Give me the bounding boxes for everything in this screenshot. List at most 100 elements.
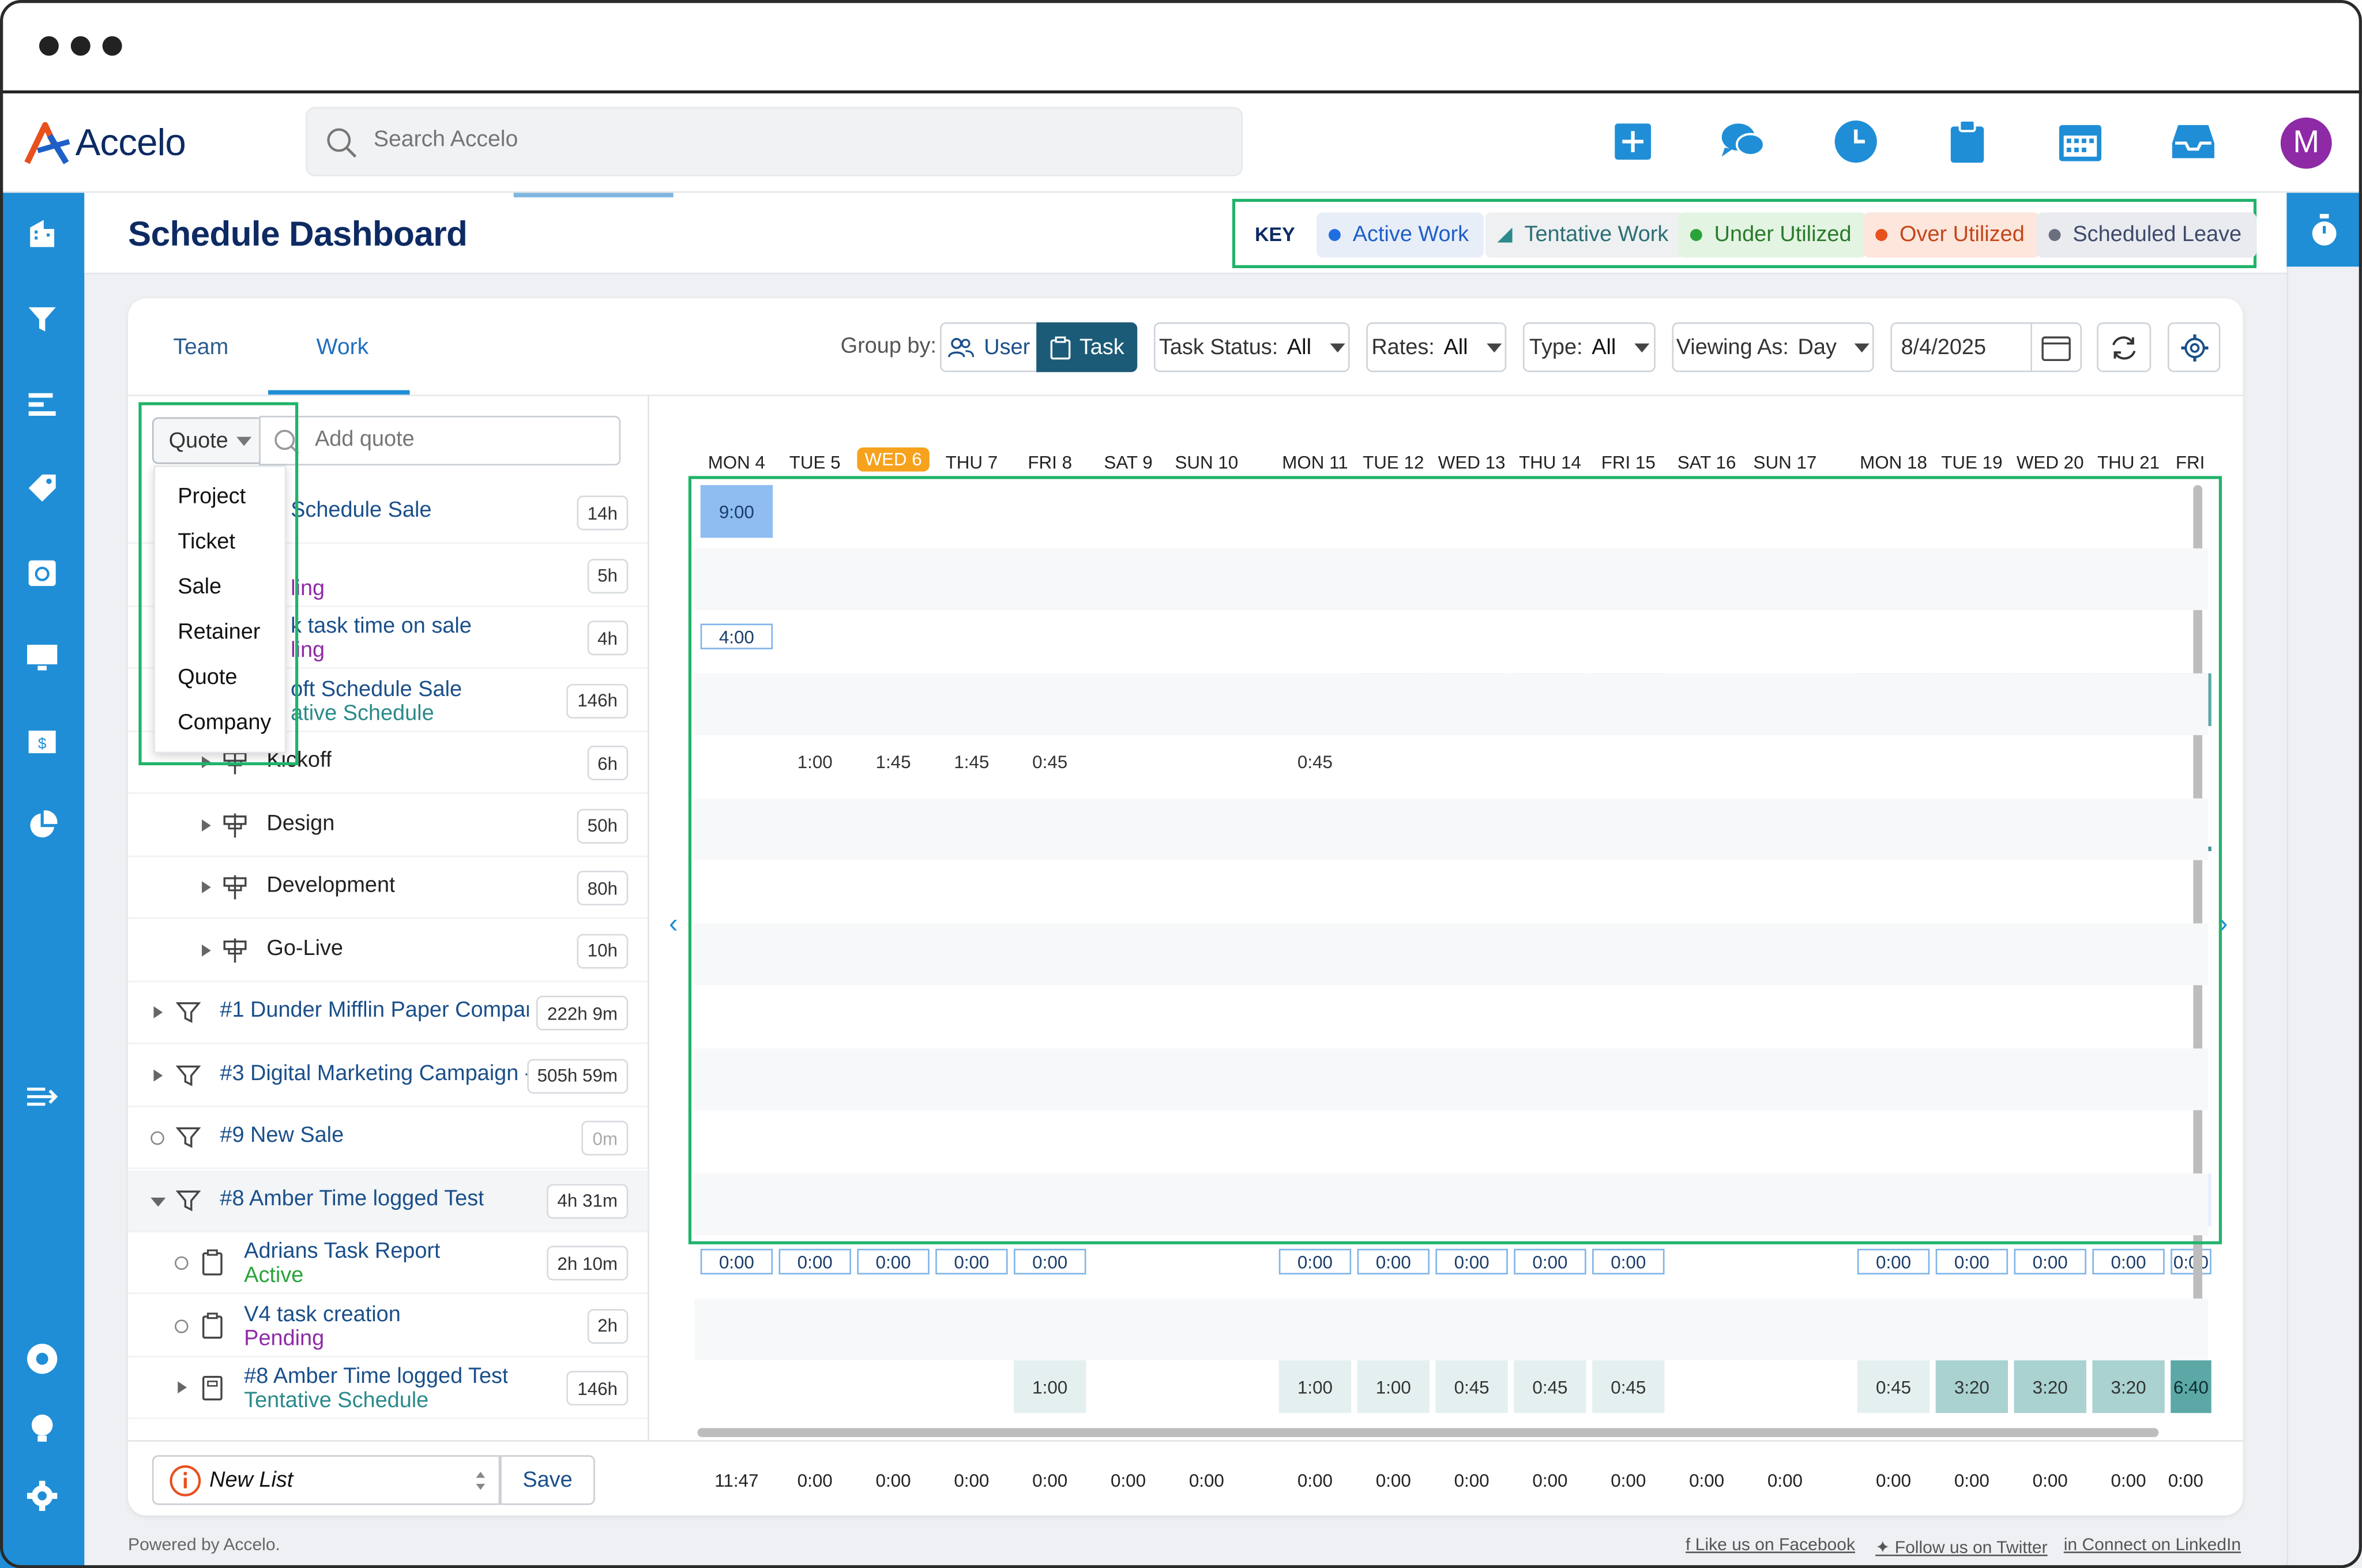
tab-work[interactable]: Work: [316, 334, 369, 360]
refresh-button[interactable]: [2097, 322, 2152, 373]
expand-arrow-icon[interactable]: [153, 1069, 163, 1081]
schedule-cell[interactable]: 1:00: [1357, 1360, 1430, 1413]
list-item[interactable]: Design 50h: [128, 795, 648, 857]
list-item[interactable]: Development 80h: [128, 857, 648, 919]
schedule-cell[interactable]: 0:00: [1014, 1249, 1086, 1274]
save-button[interactable]: Save: [500, 1455, 595, 1505]
list-item[interactable]: k task time on sale ling 4h: [128, 607, 648, 669]
clipboard-icon[interactable]: [1943, 118, 1992, 166]
schedule-cell[interactable]: 0:00: [1435, 1249, 1508, 1274]
schedule-cell[interactable]: 3:20: [1935, 1360, 2009, 1413]
dropdown-option-sale[interactable]: Sale: [178, 575, 222, 600]
schedule-cell[interactable]: 0:00: [1278, 1249, 1352, 1274]
twitter-link[interactable]: ✦ Follow us on Twitter: [1875, 1536, 2047, 1558]
funnel-icon[interactable]: [24, 301, 61, 337]
building-icon[interactable]: [24, 214, 61, 250]
expand-arrow-icon[interactable]: [153, 1006, 163, 1018]
list-item[interactable]: #3 Digital Marketing Campaign - ... 505h …: [128, 1045, 648, 1107]
list-item[interactable]: #8 Amber Time logged Test Tentative Sched…: [128, 1358, 648, 1419]
add-icon[interactable]: [1609, 118, 1657, 166]
schedule-cell[interactable]: 0:00: [1857, 1249, 1930, 1274]
list-select[interactable]: New List: [152, 1455, 501, 1505]
list-item[interactable]: Go-Live 10h: [128, 920, 648, 982]
schedule-cell[interactable]: 1:00: [797, 751, 833, 772]
accelo-logo[interactable]: Accelo: [24, 118, 186, 169]
tag-icon[interactable]: [24, 470, 61, 506]
schedule-cell[interactable]: 0:00: [1357, 1249, 1430, 1274]
dropdown-option-retainer[interactable]: Retainer: [178, 621, 261, 645]
schedule-cell[interactable]: 4:00: [700, 623, 773, 649]
schedule-cell[interactable]: 1:45: [875, 751, 911, 772]
search-input[interactable]: [373, 126, 1217, 152]
facebook-link[interactable]: f Like us on Facebook: [1686, 1536, 1855, 1554]
schedule-cell[interactable]: 6:40: [2171, 1360, 2211, 1413]
window-dot[interactable]: [70, 36, 91, 56]
window-dot[interactable]: [102, 36, 122, 56]
schedule-cell[interactable]: 1:00: [1278, 1360, 1352, 1413]
dropdown-option-company[interactable]: Company: [178, 710, 272, 735]
schedule-cell[interactable]: 0:00: [935, 1249, 1008, 1274]
calendar-icon[interactable]: [2056, 118, 2105, 166]
schedule-cell[interactable]: 0:00: [2171, 1249, 2211, 1274]
schedule-cell[interactable]: 0:45: [1435, 1360, 1508, 1413]
inbox-icon[interactable]: [2169, 118, 2218, 166]
window-dot[interactable]: [39, 36, 59, 56]
linkedin-link[interactable]: in Connect on LinkedIn: [2064, 1536, 2241, 1554]
schedule-cell[interactable]: 0:00: [1514, 1249, 1586, 1274]
add-quote-field[interactable]: [259, 415, 621, 466]
schedule-cell[interactable]: 0:45: [1592, 1360, 1665, 1413]
schedule-cell[interactable]: 0:00: [857, 1249, 930, 1274]
list-item[interactable]: ling 5h: [128, 544, 648, 607]
billing-icon[interactable]: $: [24, 723, 61, 759]
tab-team[interactable]: Team: [173, 334, 229, 360]
list-item[interactable]: #8 Amber Time logged Test 4h 31m: [128, 1170, 648, 1232]
record-type-select[interactable]: Quote: [152, 417, 261, 464]
list-item[interactable]: V4 task creation Pending 2h: [128, 1295, 648, 1357]
list-item[interactable]: Adrians Task Report Active 2h 10m: [128, 1232, 648, 1294]
global-search[interactable]: [306, 107, 1243, 176]
help-icon[interactable]: [24, 1341, 61, 1377]
list-item[interactable]: #1 Dunder Mifflin Paper Company ... 222h …: [128, 982, 648, 1044]
dropdown-option-ticket[interactable]: Ticket: [178, 530, 235, 555]
expand-arrow-icon[interactable]: [202, 818, 211, 831]
expand-arrow-icon[interactable]: [202, 881, 211, 894]
schedule-cell[interactable]: 1:00: [1014, 1360, 1086, 1413]
schedule-cell[interactable]: 9:00: [700, 485, 773, 538]
schedule-cell[interactable]: 0:00: [778, 1249, 851, 1274]
list-item[interactable]: #9 New Sale 0m: [128, 1107, 648, 1170]
schedule-cell[interactable]: 3:20: [2014, 1360, 2086, 1413]
horizontal-scrollbar[interactable]: [697, 1428, 2159, 1438]
dropdown-option-quote[interactable]: Quote: [178, 665, 238, 690]
schedule-cell[interactable]: 0:45: [1032, 751, 1068, 772]
add-quote-input[interactable]: [314, 427, 601, 452]
list-item[interactable]: oft Schedule Sale ative Schedule 146h: [128, 670, 648, 732]
list-item[interactable]: Kickoff 6h: [128, 732, 648, 794]
type-filter[interactable]: Type: All: [1522, 322, 1656, 373]
settings-icon[interactable]: [24, 1478, 61, 1514]
expand-arrow-icon[interactable]: [178, 1381, 187, 1394]
scroll-left-icon[interactable]: ‹: [668, 908, 678, 939]
list-item[interactable]: Schedule Sale 14h: [128, 482, 648, 544]
schedule-cell[interactable]: 1:45: [954, 751, 990, 772]
collapse-arrow-icon[interactable]: [151, 1197, 166, 1206]
user-avatar[interactable]: M: [2280, 117, 2332, 169]
schedule-cell[interactable]: 0:45: [1857, 1360, 1930, 1413]
calendar-button[interactable]: [2030, 324, 2080, 371]
schedule-cell[interactable]: 0:45: [1297, 751, 1333, 772]
chat-icon[interactable]: [1719, 118, 1767, 166]
lightbulb-icon[interactable]: [24, 1410, 61, 1446]
panel-divider[interactable]: [648, 396, 649, 1441]
task-status-filter[interactable]: Task Status: All: [1153, 322, 1350, 373]
gantt-icon[interactable]: [24, 386, 61, 422]
group-by-task-button[interactable]: Task: [1036, 322, 1138, 373]
pie-chart-icon[interactable]: [24, 807, 61, 844]
schedule-cell[interactable]: 0:00: [1592, 1249, 1665, 1274]
schedule-cell[interactable]: 0:45: [1514, 1360, 1586, 1413]
group-by-user-button[interactable]: User: [940, 322, 1038, 373]
schedule-cell[interactable]: 3:20: [2092, 1360, 2165, 1413]
dropdown-option-project[interactable]: Project: [178, 485, 246, 509]
collapse-icon[interactable]: [24, 1078, 61, 1115]
schedule-cell[interactable]: 0:00: [700, 1249, 773, 1274]
schedule-cell[interactable]: 0:00: [2092, 1249, 2165, 1274]
stopwatch-button[interactable]: [2286, 193, 2362, 267]
